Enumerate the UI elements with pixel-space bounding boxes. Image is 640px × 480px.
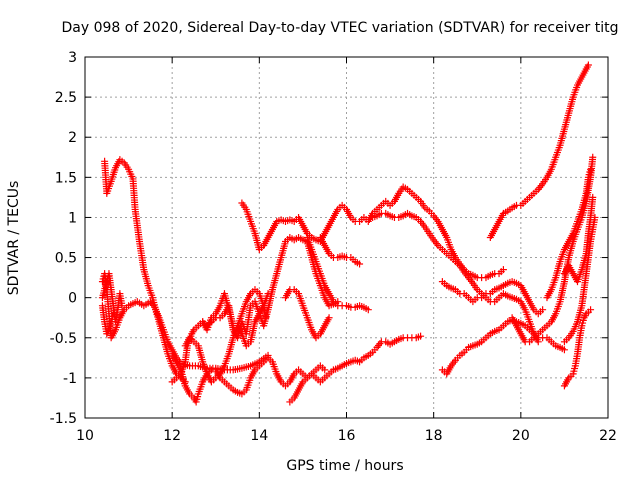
x-tick-label: 10	[76, 428, 94, 444]
series-2	[98, 270, 272, 374]
data-point	[109, 310, 117, 318]
data-point	[589, 193, 597, 201]
x-axis-label: GPS time / hours	[286, 458, 403, 474]
series-10	[238, 183, 507, 282]
x-tick-label: 20	[512, 428, 530, 444]
data-point	[264, 290, 272, 298]
data-point	[356, 260, 364, 268]
y-tick-label: -0.5	[50, 331, 77, 347]
data-point	[587, 165, 595, 173]
series-4	[98, 302, 117, 338]
series-15	[303, 234, 372, 314]
data-point	[539, 306, 547, 314]
series-7	[181, 290, 272, 386]
y-axis-label: SDTVAR / TECUs	[6, 181, 22, 296]
y-tick-label: 1.5	[55, 170, 77, 186]
data-point	[560, 346, 568, 354]
x-tick-label: 12	[163, 428, 181, 444]
x-tick-label: 16	[338, 428, 356, 444]
y-tick-label: 0	[68, 291, 77, 307]
series-11	[281, 286, 333, 342]
data-point	[262, 314, 270, 322]
y-tick-label: 2	[68, 130, 77, 146]
chart-title: Day 098 of 2020, Sidereal Day-to-day VTE…	[62, 20, 619, 36]
y-tick-label: 3	[68, 50, 77, 66]
series-21	[543, 165, 595, 302]
y-tick-label: -1.5	[50, 411, 77, 427]
y-tick-label: 1	[68, 210, 77, 226]
x-tick-label: 22	[599, 428, 617, 444]
data-point	[589, 153, 597, 161]
axis-ticks: 10 12 14 16 18 20 22 -1.5 -1 -0.5 0 0.5 1 1.5 2 2.5 3	[50, 50, 617, 444]
data-point	[325, 314, 333, 322]
data-point	[499, 266, 507, 274]
data-point	[591, 213, 599, 221]
y-tick-label: 2.5	[55, 90, 77, 106]
data-markers	[98, 61, 599, 406]
series-18	[438, 316, 568, 378]
x-tick-label: 18	[425, 428, 443, 444]
data-point	[321, 366, 329, 374]
series-9	[234, 286, 270, 330]
series-17	[438, 278, 547, 318]
series-23	[560, 213, 599, 346]
series-19	[486, 61, 592, 241]
x-tick-label: 14	[250, 428, 268, 444]
y-tick-label: -1	[63, 371, 77, 387]
series-14	[316, 234, 364, 268]
series-22	[560, 193, 597, 286]
series-8	[199, 290, 237, 334]
series-13	[264, 354, 329, 390]
data-point	[364, 306, 372, 314]
y-tick-label: 0.5	[55, 251, 77, 267]
series-24	[560, 306, 595, 390]
data-point	[584, 61, 592, 69]
data-point	[587, 306, 595, 314]
data-point	[118, 302, 126, 310]
data-point	[417, 332, 425, 340]
